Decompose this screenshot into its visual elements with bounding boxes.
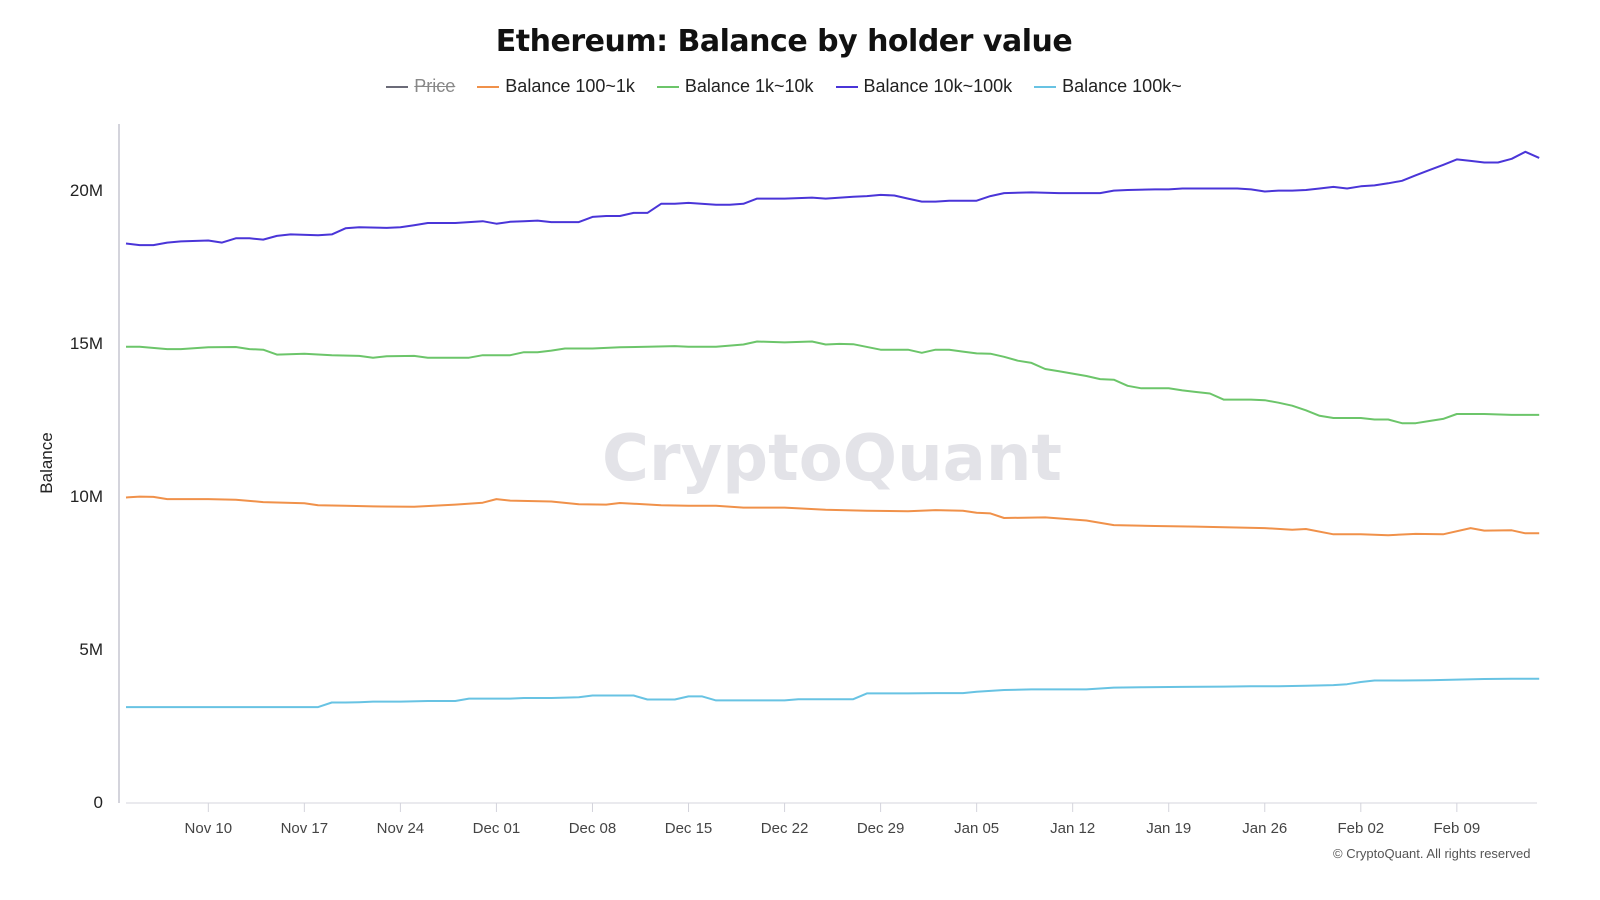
legend-item-balance-10k-100k[interactable]: Balance 10k~100k [835,76,1013,97]
watermark-logo: CryptoQuant [602,422,1062,496]
x-tick-label: Dec 08 [569,820,617,837]
legend: Price Balance 100~1k Balance 1k~10k Bala… [0,76,1568,97]
y-tick-label: 0 [94,793,103,812]
x-tick-label: Jan 05 [954,820,999,837]
x-tick-label: Feb 09 [1433,820,1480,837]
x-axis-ticks: Nov 10 Nov 17 Nov 24 Dec 01 Dec 08 Dec 15 Dec … [185,803,1480,837]
legend-item-balance-100-1k[interactable]: Balance 100~1k [477,76,635,97]
legend-swatch-balance-100k [1034,85,1057,88]
legend-label: Balance 1k~10k [684,76,814,96]
x-tick-label: Dec 01 [473,820,521,837]
legend-item-balance-1k-10k[interactable]: Balance 1k~10k [656,76,814,97]
x-tick-label: Dec 29 [857,820,905,837]
legend-label: Balance 10k~100k [863,76,1013,96]
series-group [125,150,1540,709]
legend-label: Price [414,76,456,96]
legend-swatch-balance-100-1k [477,85,500,88]
y-tick-label: 15M [70,334,103,353]
x-tick-label: Jan 26 [1242,820,1287,837]
series-line-balance-10k-100k[interactable] [125,150,1540,247]
legend-item-price[interactable]: Price [386,76,455,97]
x-tick-label: Dec 22 [761,820,809,837]
x-tick-label: Dec 15 [665,820,713,837]
x-tick-label: Jan 19 [1146,820,1191,837]
x-tick-label: Nov 24 [377,820,425,837]
x-tick-label: Nov 17 [281,820,329,837]
y-tick-label: 20M [70,181,103,200]
x-tick-label: Feb 02 [1337,820,1384,837]
legend-label: Balance 100~1k [505,76,635,96]
y-tick-label: 5M [79,640,103,659]
series-line-balance-1k-10k[interactable] [126,340,1540,425]
legend-swatch-balance-10k-100k [835,85,858,88]
x-tick-label: Nov 10 [185,820,233,837]
copyright-notice: © CryptoQuant. All rights reserved [1333,846,1531,861]
legend-swatch-balance-1k-10k [656,85,679,88]
series-line-balance-100-1k[interactable] [125,495,1540,537]
y-axis-label: Balance [37,432,56,493]
series-line-balance-100k[interactable] [126,677,1540,709]
x-tick-label: Jan 12 [1050,820,1095,837]
legend-label: Balance 100k~ [1062,76,1182,96]
legend-swatch-price [386,85,409,88]
legend-item-balance-100k[interactable]: Balance 100k~ [1034,76,1182,97]
chart-title: Ethereum: Balance by holder value [495,24,1073,59]
y-axis-ticks: 0 5M 10M 15M 20M [70,181,103,812]
y-tick-label: 10M [70,487,103,506]
